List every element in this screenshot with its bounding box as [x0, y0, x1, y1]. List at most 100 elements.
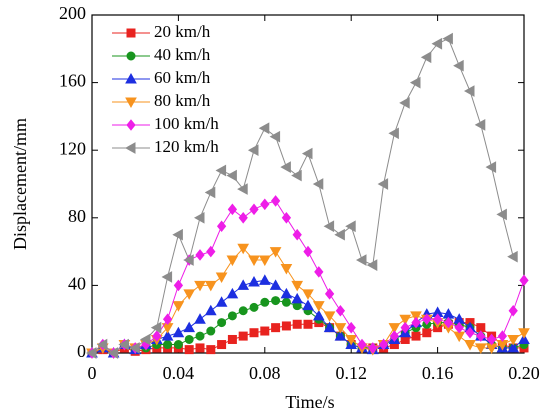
data-point — [183, 289, 196, 300]
data-point — [389, 330, 400, 342]
data-point — [474, 119, 486, 131]
data-point — [497, 330, 508, 342]
data-point — [292, 319, 302, 329]
data-point — [238, 331, 248, 341]
data-point — [204, 186, 216, 199]
data-point — [323, 220, 335, 233]
legend-marker — [126, 51, 136, 61]
data-point — [118, 338, 129, 351]
data-point — [442, 32, 453, 45]
y-axis-label: Displacement/mm — [10, 118, 30, 250]
x-tick-label: 0.12 — [335, 363, 367, 383]
data-point — [249, 302, 259, 312]
data-point — [345, 220, 356, 233]
data-point — [291, 169, 302, 182]
legend-text: 120 km/h — [154, 137, 219, 156]
data-point — [411, 331, 421, 341]
data-point — [519, 274, 529, 287]
series-line — [91, 37, 514, 354]
data-point — [247, 144, 259, 157]
data-point — [269, 130, 281, 143]
data-point — [357, 338, 367, 351]
y-tick-label: 200 — [59, 3, 86, 23]
data-point — [258, 122, 270, 135]
x-axis-label: Time/s — [285, 392, 334, 412]
data-point — [271, 323, 281, 333]
x-tick-label: 0 — [88, 363, 97, 383]
data-point — [271, 296, 281, 306]
data-point — [388, 323, 401, 334]
data-point — [238, 306, 248, 316]
data-point — [195, 343, 205, 353]
data-point — [291, 292, 304, 304]
data-point — [107, 347, 119, 359]
data-point — [204, 280, 217, 292]
data-point — [292, 228, 302, 241]
data-point — [476, 330, 486, 342]
data-point — [237, 183, 248, 195]
data-point — [399, 314, 412, 326]
data-point — [399, 97, 410, 109]
x-tick-label: 0.08 — [249, 363, 281, 383]
data-point — [453, 59, 464, 72]
data-point — [194, 313, 206, 324]
data-point — [400, 321, 410, 334]
data-point — [227, 203, 238, 216]
data-point — [195, 331, 205, 341]
data-point — [281, 211, 292, 224]
data-point — [420, 51, 432, 64]
data-point — [301, 147, 313, 160]
data-point — [280, 287, 293, 299]
data-point — [172, 228, 183, 241]
data-point — [422, 313, 432, 326]
data-point — [368, 342, 378, 354]
data-point — [206, 245, 216, 258]
data-point — [226, 287, 239, 299]
data-point — [388, 127, 399, 140]
data-point — [173, 279, 184, 292]
x-tick-label: 0.04 — [163, 363, 195, 383]
data-point — [226, 169, 237, 182]
data-point — [237, 243, 250, 255]
data-point — [173, 340, 183, 350]
data-point — [150, 321, 162, 334]
y-tick-label: 120 — [59, 138, 86, 158]
y-tick-label: 40 — [68, 274, 86, 294]
plot-frame — [91, 14, 525, 354]
data-point — [465, 326, 475, 339]
y-tick-label: 160 — [59, 71, 86, 91]
data-point — [496, 208, 507, 221]
data-point — [269, 247, 282, 258]
data-point — [129, 342, 140, 354]
data-point — [260, 297, 270, 307]
data-point — [411, 316, 421, 329]
data-point — [422, 328, 432, 338]
data-point — [377, 178, 389, 190]
data-point — [335, 304, 346, 317]
y-tick-label: 80 — [68, 206, 86, 226]
data-point — [216, 220, 227, 233]
legend-marker — [125, 72, 137, 84]
data-point — [260, 326, 270, 336]
data-point — [172, 326, 185, 338]
data-point — [508, 304, 518, 317]
data-point — [139, 333, 151, 346]
data-point — [281, 321, 291, 331]
data-point — [291, 280, 304, 292]
data-point — [183, 254, 194, 266]
data-point — [518, 333, 530, 344]
data-point — [302, 299, 314, 311]
data-point — [323, 321, 336, 333]
data-point — [303, 319, 313, 329]
legend-text: 40 km/h — [154, 45, 211, 64]
data-point — [345, 334, 358, 346]
data-point — [270, 195, 281, 207]
data-point — [312, 178, 324, 190]
data-point — [302, 289, 314, 300]
data-point — [215, 296, 228, 307]
data-point — [163, 340, 173, 350]
data-point — [183, 321, 196, 333]
data-point — [96, 338, 108, 351]
data-point — [269, 279, 282, 290]
